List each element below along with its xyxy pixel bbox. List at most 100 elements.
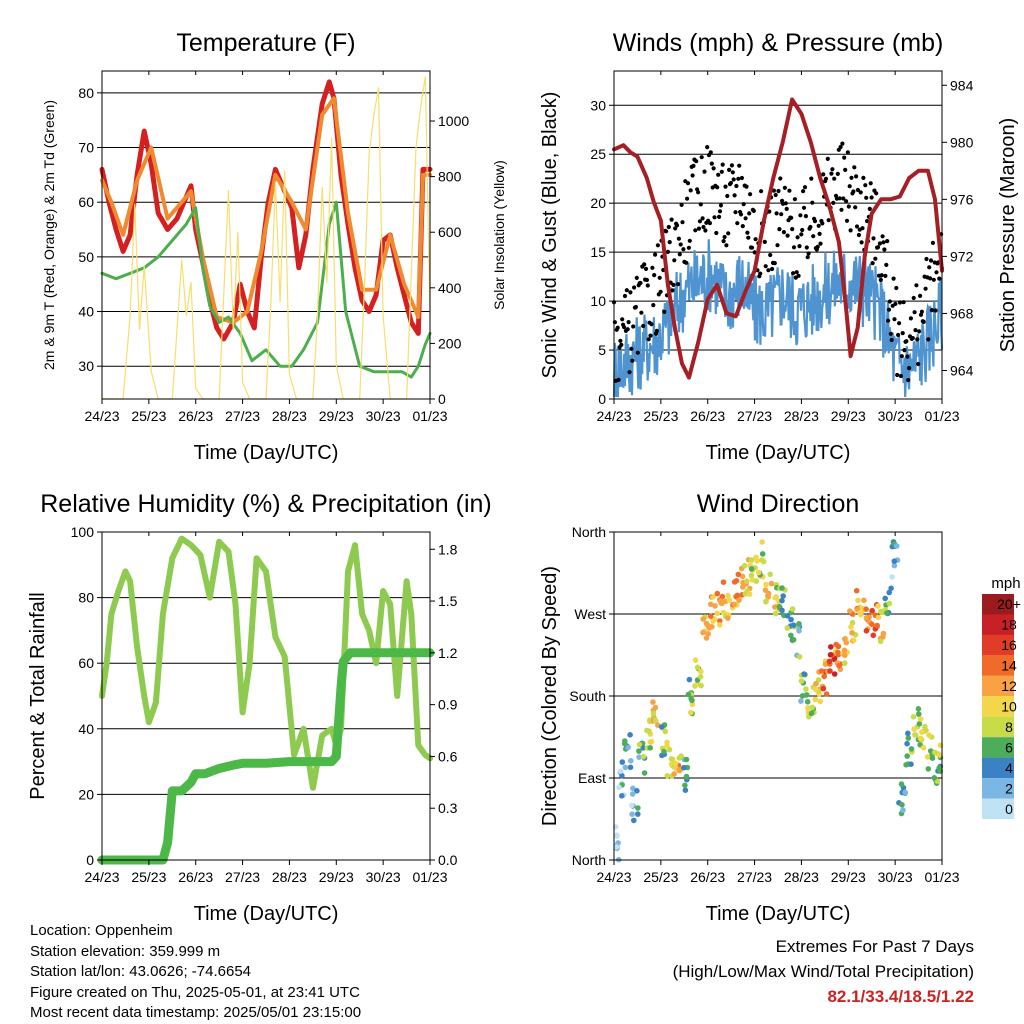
direction-point [790,636,797,643]
gust-point [700,216,705,221]
plot-frame [101,70,431,400]
direction-point [842,652,848,659]
chart-title: Relative Humidity (%) & Precipitation (i… [40,490,492,518]
direction-point [700,616,706,622]
y-tick-label: 0 [598,391,606,407]
direction-point [617,768,624,774]
gust-point [697,219,703,224]
direction-point [708,601,714,608]
extremes-title: Extremes For Past 7 Days [775,937,974,956]
direction-point [688,695,694,702]
gust-point [845,150,851,155]
x-tick-label: 01/23 [924,869,959,885]
gust-point [864,195,869,200]
direction-point [841,647,848,654]
gust-point [746,235,751,240]
direction-point [614,832,620,838]
gust-point [766,268,771,273]
x-tick-label: 24/23 [84,408,119,424]
gust-point [768,252,773,258]
direction-point [664,773,670,779]
direction-point [635,805,641,811]
gust-point [702,169,707,174]
y-tick-label: 20 [590,195,606,211]
gust-point [722,234,727,240]
gust-point [789,215,794,220]
gust-point [898,373,904,379]
y2-tick-label: 0.6 [438,748,458,764]
gust-point [662,309,667,314]
direction-point [635,811,641,817]
direction-point [796,654,803,660]
legend-swatch [982,675,1014,697]
direction-point [919,729,925,735]
gust-point [714,230,719,236]
y-tick-label: 60 [78,655,94,671]
direction-point [903,762,909,768]
x-tick-label: 25/23 [643,869,678,885]
x-tick-label: 01/23 [412,408,447,424]
direction-point [841,636,848,642]
direction-point [625,744,631,751]
series-line-solar [101,75,431,400]
direction-point [631,817,637,824]
direction-point [719,593,726,600]
gust-point [681,247,686,252]
direction-point [784,625,791,631]
direction-point [641,770,648,776]
gust-point [694,159,699,164]
direction-point [818,668,825,674]
direction-point [835,651,842,658]
gust-point [914,283,919,288]
gust-point [791,245,797,250]
x-tick-label: 01/23 [412,869,447,885]
y2-tick-label: 1.2 [438,645,458,661]
figure-created: Figure created on Thu, 2025-05-01, at 23… [30,983,360,1001]
gust-point [831,200,836,205]
direction-point [640,753,647,760]
x-tick-label: 30/23 [366,408,401,424]
direction-point [809,704,816,711]
x-tick-label: 24/23 [596,408,631,424]
gust-point [855,187,861,193]
legend-swatch [982,696,1014,717]
gust-point [642,262,647,267]
gust-point [817,231,822,236]
gust-point [740,224,745,229]
direction-point [917,735,924,742]
gust-point [829,171,834,176]
gust-point [635,350,640,355]
direction-point [703,635,710,641]
x-tick-label: 28/23 [272,869,307,885]
direction-point [827,652,834,658]
direction-point [650,699,656,705]
direction-point [904,753,910,759]
gust-point [784,206,789,211]
gust-point [815,244,820,249]
gust-point [680,220,685,225]
gust-point [762,239,767,244]
gust-point [749,245,755,250]
gust-point [666,224,671,230]
gust-point [794,270,799,275]
gust-point [648,333,653,338]
direction-point [647,739,654,745]
gust-point [792,197,798,202]
gust-point [723,184,728,189]
gust-point [905,354,910,359]
direction-point [619,772,625,779]
gust-point [696,226,702,231]
humidity-precip-panel: 0 20 40 60 80 100 0.0 0.3 0.6 0.9 1.2 1.5 1.8 24/23 25… [27,490,492,925]
direction-point [874,622,880,629]
gust-point [709,161,714,166]
direction-point [692,657,699,663]
direction-point [708,613,714,619]
gust-point [736,176,741,181]
direction-point [936,752,943,758]
gust-point [707,221,713,226]
gust-point [718,203,724,208]
gust-point [891,276,896,281]
direction-point [627,732,633,738]
gust-point [633,304,639,310]
gust-point [728,180,734,186]
